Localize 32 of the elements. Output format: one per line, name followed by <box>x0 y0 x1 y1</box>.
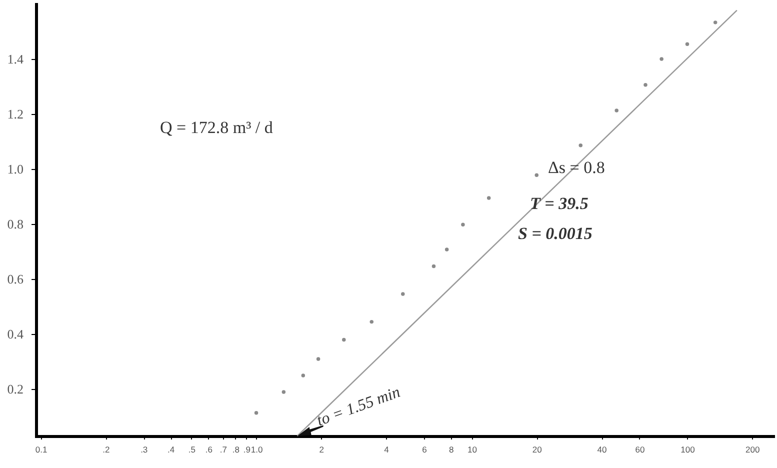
y-tick-label: 1.4 <box>7 52 24 67</box>
x-tick-label: .6 <box>205 444 213 454</box>
y-tick-label: 1.2 <box>7 106 24 122</box>
annotation: Δs = 0.8 <box>548 158 605 177</box>
x-tick-label: 20 <box>532 444 542 454</box>
x-tick-label: .3 <box>140 444 148 454</box>
y-tick-label: 0.8 <box>7 216 24 232</box>
x-tick-label: .7 <box>220 444 228 454</box>
y-tick-label: 0.6 <box>7 272 24 287</box>
annotation: to = 1.55 min <box>314 384 403 430</box>
x-tick-label: 8 <box>449 444 454 454</box>
x-tick-label: .4 <box>167 444 175 454</box>
x-tick-label: 1.0 <box>250 444 263 454</box>
x-tick-label: .5 <box>188 444 196 454</box>
annotation: S = 0.0015 <box>518 224 593 243</box>
x-tick-label: .8 <box>232 444 240 454</box>
annotation: Q = 172.8 m³ / d <box>160 118 274 137</box>
y-tick-label: 1.0 <box>7 162 24 177</box>
x-tick-label: 200 <box>746 444 760 454</box>
annotation: T = 39.5 <box>530 194 589 213</box>
x-tick-label: .2 <box>102 444 110 454</box>
x-tick-label: 2 <box>319 444 324 454</box>
x-tick-label: 6 <box>422 444 428 454</box>
x-tick-label: 40 <box>597 444 607 454</box>
x-tick-label: 0.1 <box>35 444 48 454</box>
x-tick-label: 10 <box>468 444 478 454</box>
y-tick-label: 0.4 <box>7 326 24 342</box>
x-tick-label: 60 <box>635 444 645 454</box>
y-tick-label: 0.2 <box>7 382 24 397</box>
x-tick-label: .9 <box>243 444 251 454</box>
x-tick-label: 4 <box>384 444 390 454</box>
x-tick-label: 100 <box>680 444 696 454</box>
